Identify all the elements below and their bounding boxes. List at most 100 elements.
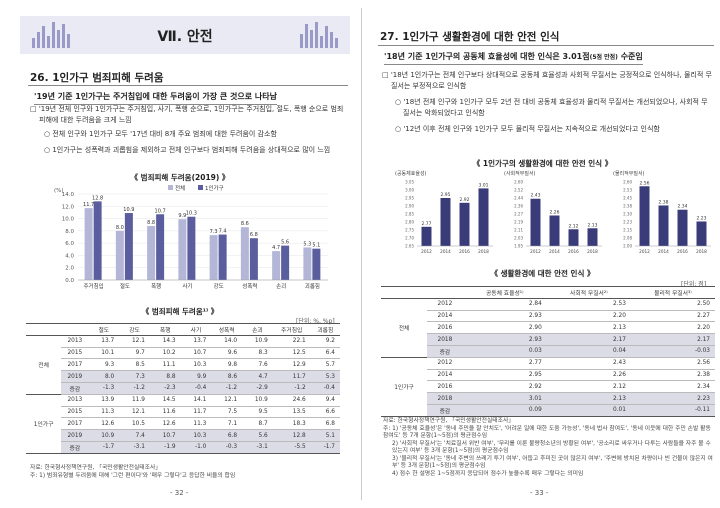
footnote-line: 3) '물리적 무질서'는 '동네 주변의 쓰레기 투기 여부', 어둡고 후미…	[392, 455, 713, 470]
data-label: 11.7	[83, 202, 94, 208]
data-label: 10.3	[186, 211, 197, 217]
data-label: 3.01	[478, 182, 488, 188]
y-tick-label: 2.60	[514, 180, 523, 185]
bullet-main: □ '18년 1인가구는 전체 인구보다 상대적으로 공동체 효율성과 사회적 …	[382, 71, 712, 90]
table-row: 2018 3.01 2.13 2.23	[381, 392, 715, 405]
page-number: - 33 -	[530, 489, 549, 497]
bar	[587, 228, 598, 246]
table-cell: 2.26	[546, 368, 631, 381]
table-header-row: 공동체 효율성¹⁾ 사회적 무질서²⁾ 물리적 무질서³⁾	[381, 286, 715, 299]
bullet-sub-1-text: '18년 전체 인구와 1인가구 모두 2년 전 대비 공동체 효율성과 물리적…	[403, 98, 708, 117]
data-label: 8.0	[116, 225, 124, 231]
data-label: 5.1	[312, 243, 320, 249]
row-group-label: 1인가구	[26, 393, 62, 454]
bar-전체	[147, 225, 156, 280]
table-cell: 8.3	[242, 346, 273, 359]
y-tick-label: 8.0	[65, 229, 74, 235]
y-tick-label: 2.60	[623, 180, 632, 185]
table-cell: 10.2	[149, 346, 181, 359]
table-cell: 0.03	[462, 344, 547, 358]
table-row: 2016 2.90 2.13 2.20	[381, 321, 715, 334]
table-cell: -1.7	[310, 440, 340, 454]
column-header	[381, 286, 428, 299]
page-number: - 32 -	[170, 489, 189, 497]
x-tick-label: 2014	[549, 249, 560, 254]
physical-disorder-chart: (물리적무질서) 2.00 2.08 2.15 2.23 2.30 2.38 2.45 2.53…	[613, 170, 711, 254]
data-label: 9.9	[178, 213, 186, 219]
table-cell: 9.9	[180, 370, 212, 383]
y-tick-label: 4.0	[65, 253, 74, 259]
table-cell: 10.5	[119, 417, 150, 430]
row-year: 2016	[427, 321, 463, 334]
table-cell: 2.34	[630, 380, 715, 393]
table-cell: 12.9	[272, 358, 311, 371]
bar-1인가구	[281, 245, 290, 280]
table-cell: 11.7	[180, 405, 212, 418]
x-tick-label: 주거침입	[84, 282, 104, 290]
table-cell: 13.7	[180, 334, 212, 348]
table-header-row: 절도 강도 폭행 사기 성폭력 손괴 주거침입 괴롭힘	[26, 323, 340, 336]
bar	[421, 226, 432, 246]
table-cell: 10.1	[88, 346, 120, 359]
table-cell: 2.93	[462, 309, 547, 322]
table-row: 2015 10.1 9.7 10.2 10.7 9.6 8.3 12.5 6.4	[26, 346, 340, 359]
y-tick-label: 2.0	[65, 266, 74, 272]
social-disorder-chart: (사회적무질서) 1.95 2.03 2.11 2.19 2.27 2.36 2.44 2.52…	[504, 170, 602, 254]
bullet-sub-1: ○ 전체 인구와 1인가구 모두 '17년 대비 8개 주요 범죄에 대한 두려…	[44, 130, 277, 138]
table-cell: 8.6	[211, 370, 243, 383]
table-cell: 11.7	[272, 370, 311, 383]
footnote: 주: 1) 범죄유형별 두려움에 대해 '그런 편이다'와 '매우 그렇다'고 …	[30, 473, 236, 479]
table-cell: 2.13	[546, 392, 631, 405]
table-title-env: 《 생활환경에 대한 안전 인식 》	[490, 269, 595, 278]
footnotes: 자료: 한국형사정책연구원, 「국민생활안전실태조사」 주: 1) '공동체 효율…	[383, 418, 713, 478]
chart-subtitle: (물리적무질서)	[613, 170, 645, 177]
chart-subtitle: (공동체효율성)	[395, 170, 427, 177]
row-year: 증감	[61, 381, 89, 395]
table-cell: -3.1	[242, 440, 273, 454]
table-cell: 9.5	[242, 405, 273, 418]
table-cell: 13.9	[88, 393, 120, 407]
y-tick-label: 2.19	[514, 220, 523, 225]
bar	[639, 186, 650, 246]
table-row: 2019 10.9 7.4 10.7 10.3 6.8 5.6 12.8 5.1	[26, 429, 340, 442]
legend-swatch	[198, 185, 203, 190]
table-cell: 2.53	[546, 297, 631, 311]
row-year: 2012	[427, 356, 463, 370]
bar-1인가구	[124, 213, 133, 280]
y-tick-label: 1.95	[514, 244, 523, 249]
table-cell: 6.4	[310, 346, 340, 359]
x-tick-label: 2016	[568, 249, 579, 254]
bullet-main-text: '19년 전체 인구와 1인가구는 주거침입, 사기, 폭행 순으로, 1인가구…	[38, 105, 344, 124]
table-cell: 4.7	[242, 370, 273, 383]
y-tick-label: 2.11	[514, 228, 523, 233]
bar-전체	[84, 208, 93, 280]
table-cell: 2.84	[462, 297, 547, 311]
table-row: 2019 8.0 7.3 8.8 9.9 8.6 4.7 11.7 5.3	[26, 370, 340, 383]
data-label: 7.4	[219, 229, 227, 235]
x-tick-label: 2018	[478, 249, 489, 254]
legend-label: 전체	[175, 184, 185, 192]
x-tick-label: 2012	[530, 249, 541, 254]
page-divider	[361, 8, 362, 500]
table-row: 증감 -1.3 -1.2 -2.3 -0.4 -1.2 -2.9 -1.2 -0.4	[26, 381, 340, 395]
data-label: 6.8	[250, 232, 258, 238]
column-header: 사회적 무질서²⁾	[546, 286, 631, 299]
column-header	[427, 286, 463, 299]
table-cell: -2.3	[149, 381, 181, 395]
data-label: 2.92	[459, 197, 469, 203]
fear-table: 절도 강도 폭행 사기 성폭력 손괴 주거침입 괴롭힘 전체 2013 13.7 12.1 14.3 13…	[26, 323, 340, 454]
chapter-title: Ⅶ. 안전	[157, 29, 213, 45]
footnote-line: 2) '사회적 무질서'는 '치료질서 위반 여부', '무리를 이룬 불량청소…	[392, 440, 711, 455]
table-cell: 13.5	[272, 405, 311, 418]
column-header: 폭행	[149, 323, 181, 336]
bar-전체	[303, 247, 312, 280]
row-year: 2015	[61, 346, 89, 359]
bar-전체	[240, 227, 249, 280]
row-year: 증감	[427, 403, 463, 417]
table-row: 2016 2.92 2.12 2.34	[381, 380, 715, 393]
data-label: 2.12	[568, 223, 578, 229]
column-header: 절도	[88, 323, 120, 336]
table-cell: 14.0	[211, 334, 243, 348]
table-cell: 2.43	[546, 356, 631, 370]
table-cell: 2.92	[462, 380, 547, 393]
